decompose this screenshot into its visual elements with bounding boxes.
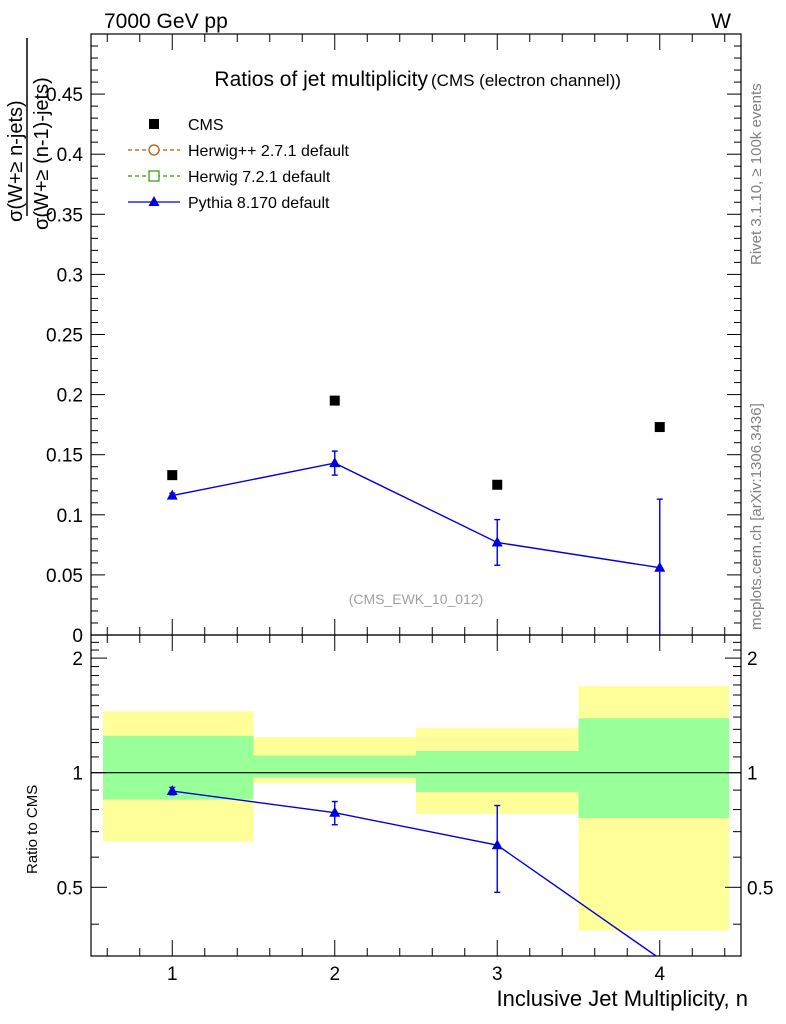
x-tick-label: 4 — [654, 964, 665, 985]
y-tick-label: 0.15 — [46, 446, 83, 467]
rivet-label: Rivet 3.1.10, ≥ 100k events — [748, 83, 765, 265]
pythia-point — [329, 457, 341, 468]
legend-marker-triangle — [148, 196, 160, 206]
chart-subtitle: (CMS (electron channel)) — [431, 71, 621, 90]
ratio-y-tick-label-right: 1 — [747, 764, 758, 785]
stat-uncertainty-band — [416, 751, 579, 792]
y-tick-label: 0.3 — [57, 265, 83, 286]
y-tick-label: 0.05 — [46, 566, 83, 587]
y-tick-label: 0.35 — [46, 205, 83, 226]
ratio-pythia-line — [172, 790, 657, 957]
stat-uncertainty-band — [103, 735, 254, 800]
legend: CMS Herwig++ 2.7.1 default Herwig 7.2.1 de… — [128, 117, 350, 212]
ratio-y-tick-label: 2 — [72, 649, 83, 670]
ratio-axis-label: Ratio to CMS — [24, 785, 41, 874]
ratio-frame — [90, 634, 742, 957]
legend-marker-square — [149, 119, 159, 129]
legend-marker-circle — [148, 144, 160, 156]
ratio-panel: 1 2 3 4 0.5 0.5 1 1 2 2 — [57, 634, 773, 985]
y-tick-label: 0 — [72, 626, 83, 647]
energy-label: 7000 GeV pp — [104, 10, 228, 33]
legend-label: Herwig++ 2.7.1 default — [188, 143, 350, 160]
ratio-y-tick-label: 1 — [72, 764, 83, 785]
pythia-point — [166, 489, 178, 500]
ratio-pythia-point — [166, 785, 178, 796]
y-tick-label: 0.4 — [57, 145, 84, 166]
x-tick-label: 3 — [492, 964, 503, 985]
cms-point — [329, 395, 340, 406]
ratio-pythia-point — [491, 839, 503, 850]
chart-title: Ratios of jet multiplicity — [214, 68, 428, 91]
x-tick-label: 1 — [167, 964, 178, 985]
legend-marker-open-square — [148, 170, 160, 182]
pythia-line — [172, 462, 660, 569]
x-axis-label: Inclusive Jet Multiplicity, n — [497, 986, 748, 1011]
y-tick-label: 0.45 — [46, 85, 83, 106]
stat-uncertainty-band — [253, 755, 416, 778]
legend-label: CMS — [188, 117, 224, 134]
pythia-point — [491, 536, 503, 547]
y-tick-label: 0.1 — [57, 506, 83, 527]
cms-point — [167, 470, 178, 481]
ratio-y-tick-label-right: 2 — [747, 649, 758, 670]
ratio-y-tick-label: 0.5 — [57, 878, 83, 899]
ratio-y-tick-label-right: 0.5 — [747, 878, 773, 899]
analysis-tag: (CMS_EWK_10_012) — [349, 591, 484, 607]
legend-label: Herwig 7.2.1 default — [188, 169, 331, 186]
mcplots-label: mcplots.cern.ch [arXiv:1306.3436] — [748, 403, 765, 630]
y-tick-label: 0.2 — [57, 386, 83, 407]
process-label: W — [711, 10, 731, 33]
main-panel: 0 0.05 0.1 0.15 0.2 0.25 0.3 0.35 0.4 0.45 — [46, 33, 742, 647]
cms-point — [492, 479, 503, 490]
legend-label: Pythia 8.170 default — [188, 195, 330, 212]
stat-uncertainty-band — [578, 718, 729, 819]
y-axis-label-denominator: σ(W+≥ (n-1)-jets) — [31, 77, 53, 230]
y-tick-label: 0.25 — [46, 326, 83, 347]
cms-point — [654, 422, 665, 433]
pythia-point — [654, 561, 666, 572]
ratio-pythia-point — [329, 806, 341, 817]
y-axis-label-numerator: σ(W+≥ n-jets) — [5, 100, 27, 222]
x-tick-label: 2 — [329, 964, 340, 985]
